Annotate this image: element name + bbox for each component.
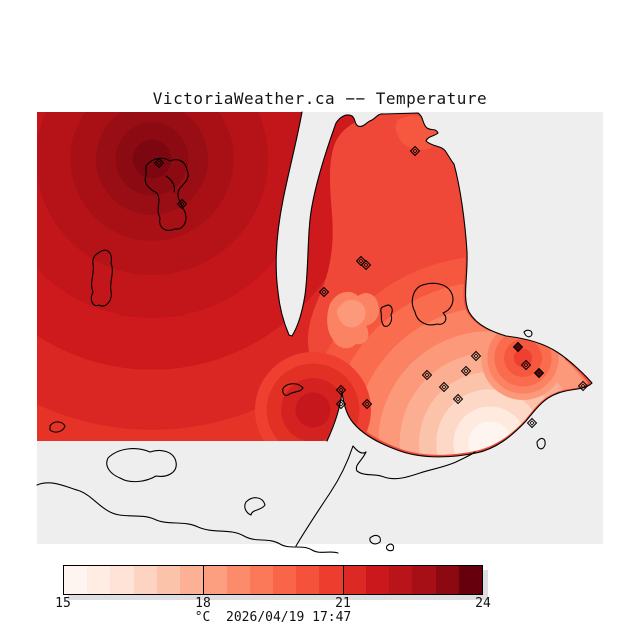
station-marker bbox=[577, 380, 589, 392]
colorbar-segment bbox=[156, 566, 181, 594]
lake-elk bbox=[411, 282, 454, 326]
colorbar-tick-label: 24 bbox=[475, 596, 491, 611]
coastline-islet-south-a bbox=[369, 534, 381, 545]
station-marker bbox=[470, 350, 482, 362]
station-marker bbox=[335, 384, 347, 396]
station-markers bbox=[153, 145, 589, 429]
coastline-hook-pedder bbox=[244, 497, 266, 516]
coastline-islet-south-b bbox=[385, 543, 395, 552]
coastline-island-large bbox=[144, 157, 189, 231]
coastline-trial-island bbox=[536, 437, 546, 450]
coastline-hook-inner-harbour bbox=[282, 383, 304, 396]
station-marker bbox=[318, 286, 330, 298]
colorbar-tick-label: 18 bbox=[195, 596, 211, 611]
colorbar-tick-21 bbox=[342, 566, 344, 594]
colorbar-segment bbox=[365, 566, 390, 594]
colorbar-segment bbox=[226, 566, 250, 594]
station-marker bbox=[409, 145, 421, 157]
colorbar-segment bbox=[64, 566, 88, 594]
colorbar-segment bbox=[412, 566, 436, 594]
colorbar-labels: 15 18 21 24 bbox=[55, 596, 491, 611]
colorbar-segment bbox=[203, 566, 227, 594]
colorbar-segment bbox=[435, 566, 459, 594]
station-marker bbox=[520, 359, 532, 371]
station-marker bbox=[153, 157, 165, 169]
colorbar-tick-18 bbox=[203, 566, 205, 594]
station-marker bbox=[460, 365, 472, 377]
colorbar-segment bbox=[133, 566, 157, 594]
colorbar-segment bbox=[180, 566, 204, 594]
station-marker bbox=[361, 398, 373, 410]
coastline-main bbox=[275, 111, 593, 458]
station-marker bbox=[526, 417, 538, 429]
colorbar-segment bbox=[272, 566, 297, 594]
colorbar-tick-label: 15 bbox=[55, 596, 71, 611]
page-title: VictoriaWeather.ca −− Temperature bbox=[152, 89, 488, 108]
coastline-islet-northeast bbox=[523, 329, 533, 338]
station-marker bbox=[335, 398, 347, 410]
coastline-sooke-island bbox=[106, 448, 177, 483]
coastline-south-shore bbox=[36, 482, 339, 554]
station-marker bbox=[355, 255, 367, 267]
coastline-island-sliver bbox=[90, 249, 113, 307]
station-marker bbox=[512, 341, 524, 353]
coastlines bbox=[36, 111, 593, 554]
colorbar-segment bbox=[342, 566, 366, 594]
station-marker bbox=[533, 367, 545, 379]
colorbar-segment bbox=[87, 566, 111, 594]
colorbar bbox=[63, 565, 483, 595]
colorbar-segment bbox=[296, 566, 320, 594]
coastline-islet-west bbox=[49, 421, 66, 433]
colorbar-segment bbox=[458, 566, 482, 594]
temperature-field-overlays bbox=[255, 113, 592, 457]
station-marker bbox=[421, 369, 433, 381]
colorbar-caption: °C 2026/04/19 17:47 bbox=[194, 610, 352, 625]
coastline-diagonal-sooke bbox=[295, 445, 476, 547]
station-marker bbox=[360, 259, 372, 271]
colorbar-tick-label: 21 bbox=[335, 596, 351, 611]
colorbar-segment bbox=[319, 566, 343, 594]
colorbar-segment bbox=[249, 566, 273, 594]
coastline-island-channel bbox=[165, 175, 176, 193]
station-marker bbox=[176, 198, 188, 210]
station-marker bbox=[438, 381, 450, 393]
lake-prospect bbox=[380, 304, 393, 327]
cool-patch-central-inner bbox=[337, 299, 366, 328]
colorbar-segment bbox=[110, 566, 134, 594]
colorbar-segment bbox=[389, 566, 413, 594]
station-marker bbox=[452, 393, 464, 405]
